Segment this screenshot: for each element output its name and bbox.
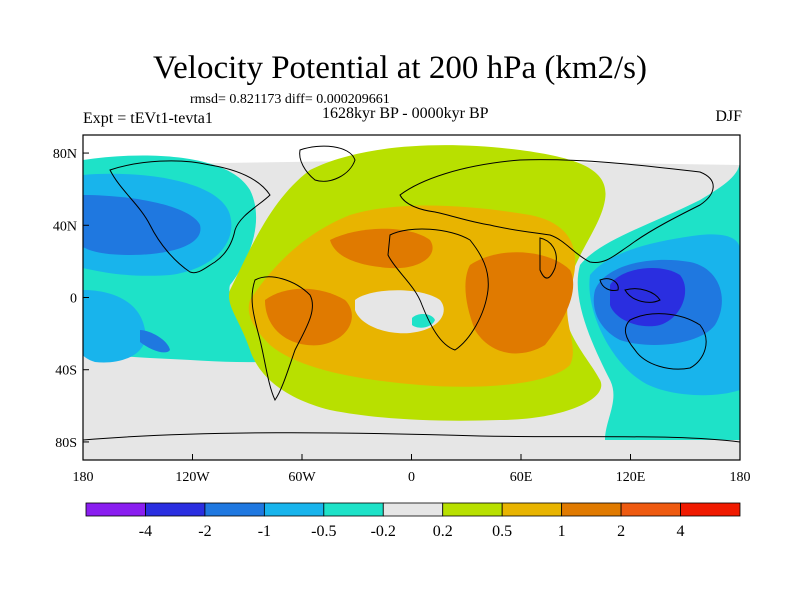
- colorbar-swatch: [323, 502, 384, 517]
- period-label: 1628kyr BP - 0000kyr BP: [322, 105, 489, 122]
- rmsd-diff-stats: rmsd= 0.821173 diff= 0.000209661: [190, 92, 390, 107]
- colorbar-swatch: [680, 502, 741, 517]
- colorbar-swatch: [442, 502, 503, 517]
- colorbar-swatch: [561, 502, 622, 517]
- lat-tick-label: 40N: [53, 219, 77, 234]
- lat-tick-labels: 80N 40N 0 40S 80S: [53, 147, 89, 451]
- colorbar-swatch: [263, 502, 325, 517]
- plot-title: Velocity Potential at 200 hPa (km2/s): [152, 50, 648, 86]
- lon-tick-label: 180: [73, 470, 94, 485]
- colorbar-label: 0.5: [492, 523, 512, 540]
- colorbar-swatch: [620, 502, 681, 517]
- colorbar-label: 4: [677, 523, 685, 540]
- colorbar-label: -2: [198, 523, 211, 540]
- colorbar-label: -0.5: [311, 523, 336, 540]
- contour-field: [83, 135, 740, 460]
- coastlines: [83, 145, 740, 443]
- lon-tick-label: 0: [408, 470, 415, 485]
- lon-tick-label: 60W: [288, 470, 316, 485]
- colorbar-swatch: [501, 502, 563, 517]
- colorbar-label: 1: [558, 523, 566, 540]
- colorbar-swatch: [204, 502, 265, 517]
- experiment-label: Expt = tEVt1-tevta1: [83, 110, 213, 127]
- colorbar-label: -0.2: [371, 523, 396, 540]
- lat-tick-label: 80S: [55, 436, 77, 451]
- colorbar-label: -4: [139, 523, 152, 540]
- lon-tick-label: 120E: [616, 470, 646, 485]
- colorbar-label: -1: [258, 523, 271, 540]
- lat-tick-label: 0: [70, 292, 77, 307]
- colorbar-swatch: [85, 502, 146, 517]
- colorbar: -4 -2 -1 -0.5 -0.2 0.2 0.5 1 2 4: [85, 502, 741, 540]
- lon-tick-label: 180: [730, 470, 751, 485]
- season-label: DJF: [715, 108, 742, 125]
- colorbar-label: 2: [617, 523, 625, 540]
- colorbar-swatch: [382, 502, 444, 517]
- lon-tick-label: 60E: [510, 470, 533, 485]
- colorbar-swatch: [145, 502, 206, 517]
- lat-tick-label: 40S: [55, 364, 77, 379]
- lon-tick-labels: 180 120W 60W 0 60E 120E 180: [73, 454, 751, 485]
- colorbar-label: 0.2: [433, 523, 453, 540]
- lon-tick-label: 120W: [175, 470, 210, 485]
- lat-tick-label: 80N: [53, 147, 77, 162]
